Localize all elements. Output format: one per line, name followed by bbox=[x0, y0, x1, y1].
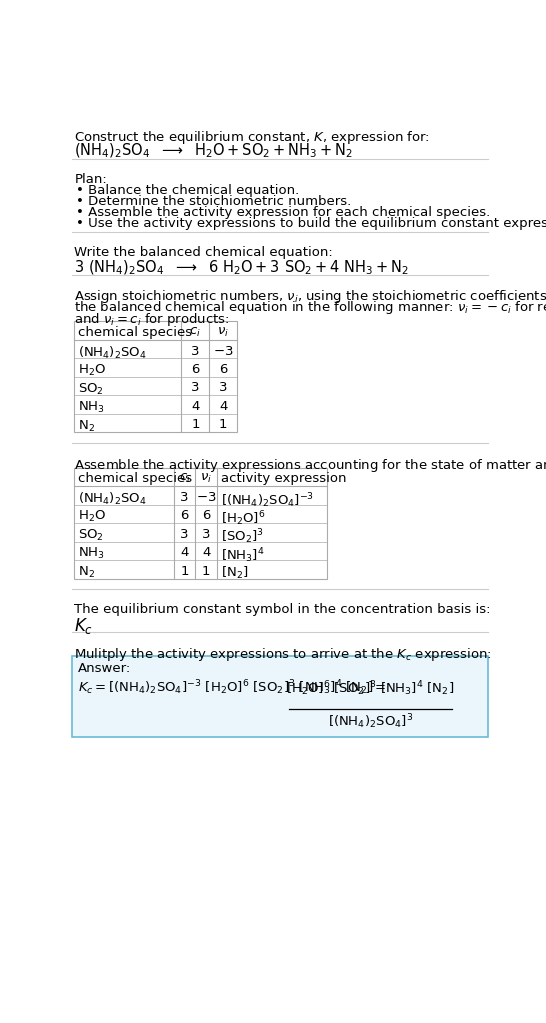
Text: 1: 1 bbox=[202, 565, 210, 578]
Text: $\mathrm{SO}_2$: $\mathrm{SO}_2$ bbox=[78, 528, 104, 543]
Text: $\nu_i$: $\nu_i$ bbox=[217, 326, 229, 340]
Text: $[\mathrm{SO}_2]^3$: $[\mathrm{SO}_2]^3$ bbox=[221, 528, 264, 546]
Text: $[\mathrm{N}_2]$: $[\mathrm{N}_2]$ bbox=[221, 565, 248, 581]
Text: 3: 3 bbox=[202, 528, 210, 541]
Text: $K_c$: $K_c$ bbox=[74, 616, 93, 636]
FancyBboxPatch shape bbox=[72, 657, 488, 738]
Text: Assemble the activity expressions accounting for the state of matter and $\nu_i$: Assemble the activity expressions accoun… bbox=[74, 457, 546, 474]
Text: $\mathrm{SO}_2$: $\mathrm{SO}_2$ bbox=[78, 382, 104, 397]
Text: $[(\mathrm{NH}_4)_2\mathrm{SO}_4]^3$: $[(\mathrm{NH}_4)_2\mathrm{SO}_4]^3$ bbox=[328, 712, 413, 730]
Text: Construct the equilibrium constant, $K$, expression for:: Construct the equilibrium constant, $K$,… bbox=[74, 129, 430, 146]
Text: chemical species: chemical species bbox=[78, 473, 192, 485]
Text: Mulitply the activity expressions to arrive at the $K_c$ expression:: Mulitply the activity expressions to arr… bbox=[74, 646, 492, 663]
Text: $c_i$: $c_i$ bbox=[179, 473, 191, 486]
Text: $[\mathrm{H}_2\mathrm{O}]^6\ [\mathrm{SO}_2]^3\ [\mathrm{NH}_3]^4\ [\mathrm{N}_2: $[\mathrm{H}_2\mathrm{O}]^6\ [\mathrm{SO… bbox=[286, 679, 455, 698]
Bar bbox=[74, 468, 327, 579]
Text: $K_c = [(\mathrm{NH}_4)_2\mathrm{SO}_4]^{-3}\ [\mathrm{H}_2\mathrm{O}]^6\ [\math: $K_c = [(\mathrm{NH}_4)_2\mathrm{SO}_4]^… bbox=[78, 678, 386, 697]
Text: $\mathrm{N}_2$: $\mathrm{N}_2$ bbox=[78, 565, 95, 580]
Text: 1: 1 bbox=[180, 565, 189, 578]
Text: $\mathrm{N}_2$: $\mathrm{N}_2$ bbox=[78, 418, 95, 434]
Text: $[(\mathrm{NH}_4)_2\mathrm{SO}_4]^{-3}$: $[(\mathrm{NH}_4)_2\mathrm{SO}_4]^{-3}$ bbox=[221, 491, 314, 509]
Text: $(\mathrm{NH}_4)_2\mathrm{SO}_4$  $\longrightarrow$  $\mathrm{H}_2\mathrm{O} + \: $(\mathrm{NH}_4)_2\mathrm{SO}_4$ $\longr… bbox=[74, 142, 353, 161]
Text: $-3$: $-3$ bbox=[213, 345, 234, 357]
Bar bbox=[74, 321, 237, 433]
Text: Answer:: Answer: bbox=[78, 662, 131, 675]
Text: 6: 6 bbox=[191, 363, 199, 376]
Text: the balanced chemical equation in the following manner: $\nu_i = -c_i$ for react: the balanced chemical equation in the fo… bbox=[74, 299, 546, 316]
Text: $\mathrm{NH}_3$: $\mathrm{NH}_3$ bbox=[78, 546, 105, 562]
Text: $c_i$: $c_i$ bbox=[189, 326, 201, 340]
Text: 3: 3 bbox=[191, 345, 200, 357]
Text: $\mathrm{H}_2\mathrm{O}$: $\mathrm{H}_2\mathrm{O}$ bbox=[78, 363, 106, 379]
Text: 6: 6 bbox=[219, 363, 228, 376]
Text: • Determine the stoichiometric numbers.: • Determine the stoichiometric numbers. bbox=[76, 195, 351, 208]
Text: $\nu_i$: $\nu_i$ bbox=[200, 473, 212, 486]
Text: 3: 3 bbox=[180, 491, 189, 503]
Text: • Use the activity expressions to build the equilibrium constant expression.: • Use the activity expressions to build … bbox=[76, 217, 546, 230]
Text: $(\mathrm{NH}_4)_2\mathrm{SO}_4$: $(\mathrm{NH}_4)_2\mathrm{SO}_4$ bbox=[78, 491, 147, 507]
Text: activity expression: activity expression bbox=[221, 473, 346, 485]
Text: 3: 3 bbox=[191, 382, 200, 395]
Text: 3: 3 bbox=[180, 528, 189, 541]
Text: • Assemble the activity expression for each chemical species.: • Assemble the activity expression for e… bbox=[76, 206, 490, 219]
Text: and $\nu_i = c_i$ for products:: and $\nu_i = c_i$ for products: bbox=[74, 311, 230, 327]
Text: $(\mathrm{NH}_4)_2\mathrm{SO}_4$: $(\mathrm{NH}_4)_2\mathrm{SO}_4$ bbox=[78, 345, 147, 361]
Text: $3\ (\mathrm{NH}_4)_2\mathrm{SO}_4$  $\longrightarrow$  $6\ \mathrm{H}_2\mathrm{: $3\ (\mathrm{NH}_4)_2\mathrm{SO}_4$ $\lo… bbox=[74, 258, 410, 276]
Text: $\mathrm{NH}_3$: $\mathrm{NH}_3$ bbox=[78, 400, 105, 415]
Text: • Balance the chemical equation.: • Balance the chemical equation. bbox=[76, 184, 299, 197]
Text: 1: 1 bbox=[191, 418, 200, 432]
Text: 1: 1 bbox=[219, 418, 228, 432]
Text: 4: 4 bbox=[219, 400, 228, 413]
Text: 4: 4 bbox=[202, 546, 210, 560]
Text: 6: 6 bbox=[180, 509, 189, 523]
Text: Plan:: Plan: bbox=[74, 173, 107, 186]
Text: 4: 4 bbox=[180, 546, 189, 560]
Text: $-3$: $-3$ bbox=[196, 491, 216, 503]
Text: 4: 4 bbox=[191, 400, 199, 413]
Text: The equilibrium constant symbol in the concentration basis is:: The equilibrium constant symbol in the c… bbox=[74, 604, 491, 616]
Text: $[\mathrm{NH}_3]^4$: $[\mathrm{NH}_3]^4$ bbox=[221, 546, 264, 565]
Text: $[\mathrm{H}_2\mathrm{O}]^6$: $[\mathrm{H}_2\mathrm{O}]^6$ bbox=[221, 509, 265, 528]
Text: Write the balanced chemical equation:: Write the balanced chemical equation: bbox=[74, 246, 333, 259]
Text: 3: 3 bbox=[219, 382, 228, 395]
Text: Assign stoichiometric numbers, $\nu_i$, using the stoichiometric coefficients, $: Assign stoichiometric numbers, $\nu_i$, … bbox=[74, 287, 546, 305]
Text: $\mathrm{H}_2\mathrm{O}$: $\mathrm{H}_2\mathrm{O}$ bbox=[78, 509, 106, 525]
Text: 6: 6 bbox=[202, 509, 210, 523]
Text: chemical species: chemical species bbox=[78, 326, 192, 339]
